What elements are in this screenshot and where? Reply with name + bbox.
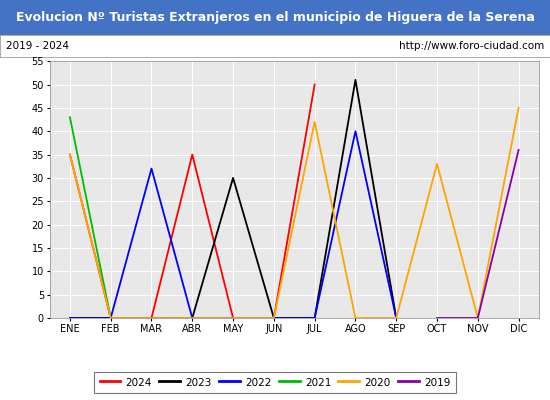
Text: http://www.foro-ciudad.com: http://www.foro-ciudad.com (399, 41, 544, 51)
Legend: 2024, 2023, 2022, 2021, 2020, 2019: 2024, 2023, 2022, 2021, 2020, 2019 (95, 372, 455, 393)
Text: Evolucion Nº Turistas Extranjeros en el municipio de Higuera de la Serena: Evolucion Nº Turistas Extranjeros en el … (15, 11, 535, 24)
Text: 2019 - 2024: 2019 - 2024 (6, 41, 69, 51)
